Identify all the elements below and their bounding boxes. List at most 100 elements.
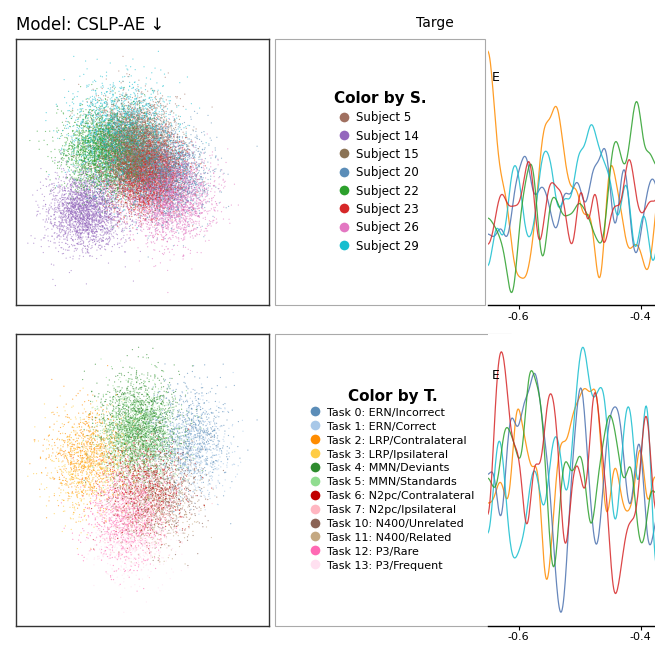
Point [99,196,109,207]
Point [149,126,160,137]
Point [134,208,144,219]
Point [63,434,73,445]
Point [73,167,84,178]
Point [195,207,205,217]
Point [177,449,187,460]
Point [95,134,105,144]
Point [170,477,181,488]
Point [110,167,121,178]
Point [87,428,98,438]
Point [196,200,207,210]
Point [174,119,184,129]
Point [87,219,98,230]
Point [138,160,148,171]
Point [166,187,177,198]
Point [107,201,118,212]
Point [126,153,137,163]
Point [129,124,140,135]
Point [191,193,202,203]
Point [165,206,176,216]
Point [77,202,88,213]
Point [194,152,204,162]
Point [120,115,130,125]
Point [154,162,164,172]
Point [151,511,161,521]
Point [126,438,137,448]
Point [166,159,176,169]
Point [145,179,155,189]
Point [124,536,135,547]
Point [159,446,170,457]
Point [97,145,107,155]
Point [166,183,177,194]
Point [119,533,129,543]
Point [134,487,145,498]
Point [137,179,147,190]
Point [117,543,128,553]
Point [125,183,136,193]
Point [169,191,179,201]
Point [187,408,198,419]
Point [145,170,155,181]
Point [53,195,64,206]
Point [138,528,149,538]
Point [115,522,126,533]
Point [136,374,146,384]
Point [134,125,144,136]
Point [179,185,189,196]
Point [107,136,118,146]
Point [181,457,191,467]
Point [134,154,144,164]
Point [118,495,128,506]
Point [119,144,130,155]
Point [108,443,119,453]
Point [105,513,115,523]
Point [134,399,145,409]
Point [160,135,171,145]
Point [157,163,167,174]
Point [159,166,169,176]
Point [166,183,177,194]
Point [160,147,170,158]
Point [142,468,153,478]
Point [69,145,79,155]
Point [129,516,140,527]
Point [131,133,141,143]
Point [145,170,156,181]
Point [117,134,128,144]
Point [140,183,150,194]
Point [111,506,122,517]
Point [75,165,86,176]
Point [105,143,115,154]
Point [106,197,117,208]
Point [107,174,117,184]
Point [178,155,188,165]
Point [109,172,119,182]
Point [151,143,162,154]
Point [134,104,145,115]
Point [181,187,191,197]
Point [154,485,164,495]
Point [161,474,172,484]
Point [139,376,149,386]
Point [196,180,206,191]
Point [107,111,117,122]
Point [118,85,128,96]
Point [170,506,180,517]
Point [162,475,173,485]
Point [146,491,157,501]
Point [113,114,124,124]
Point [102,511,112,521]
Point [82,138,92,148]
Point [147,162,157,173]
Point [156,132,166,143]
Point [113,124,124,135]
Point [133,159,143,170]
Point [90,146,100,157]
Point [171,110,181,121]
Point [160,152,170,162]
Point [129,102,140,112]
Point [100,187,110,198]
Point [115,553,126,564]
Point [100,135,111,145]
